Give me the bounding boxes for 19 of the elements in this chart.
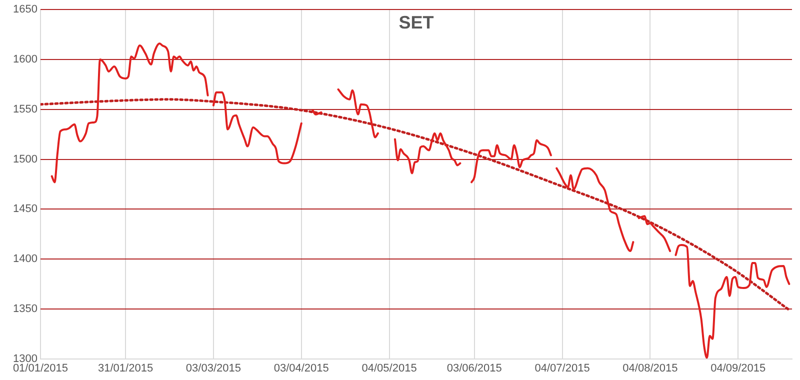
y-tick-label: 1650 [12, 4, 38, 16]
chart-title: SET [398, 12, 434, 33]
x-tick-label: 01/01/2015 [12, 362, 68, 374]
x-tick-label: 04/05/2015 [362, 362, 417, 374]
x-tick-label: 31/01/2015 [98, 362, 154, 374]
y-tick-label: 1300 [12, 352, 38, 365]
y-tick-label: 1450 [12, 203, 38, 216]
x-tick-label: 04/08/2015 [622, 362, 678, 374]
y-tick-label: 1600 [12, 54, 38, 66]
y-tick-label: 1400 [12, 253, 38, 266]
x-tick-label: 03/04/2015 [274, 362, 329, 374]
x-tick-label: 04/09/2015 [710, 362, 766, 374]
line-series [40, 98, 790, 312]
x-tick-label: 03/06/2015 [446, 362, 502, 374]
y-tick-label: 1550 [12, 103, 38, 116]
x-tick-label: 04/07/2015 [534, 362, 590, 374]
y-tick-label: 1350 [12, 302, 38, 315]
x-tick-label: 03/03/2015 [186, 362, 241, 374]
y-tick-label: 1500 [12, 153, 38, 166]
